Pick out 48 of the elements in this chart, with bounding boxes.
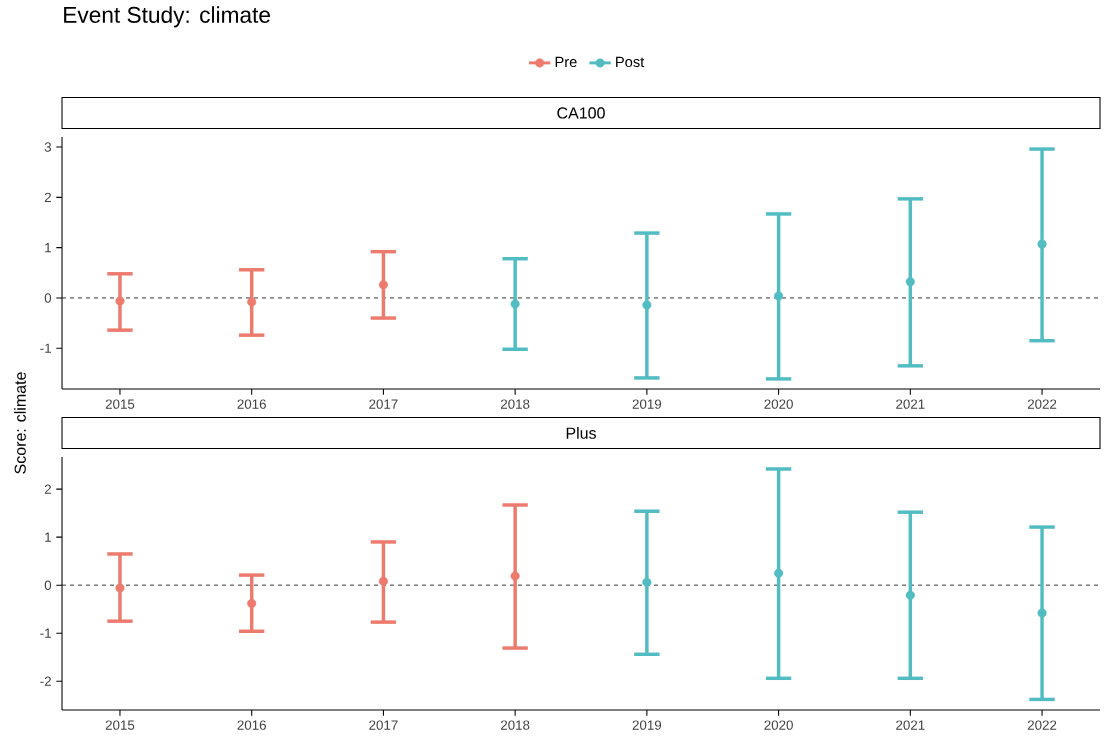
point xyxy=(247,297,257,307)
x-tick-label: 2019 xyxy=(632,720,662,730)
y-tick-label: 1 xyxy=(45,532,51,542)
point xyxy=(115,296,125,306)
x-tick-label: 2015 xyxy=(105,399,135,409)
x-tick-label: 2021 xyxy=(896,399,925,409)
x-tick-label: 2022 xyxy=(1027,720,1057,730)
y-tick-label: -2 xyxy=(40,676,51,686)
legend-label: Pre xyxy=(555,56,577,68)
text: Event Study: climate xyxy=(64,6,270,28)
point xyxy=(115,583,125,593)
x-tick-label: 2020 xyxy=(764,720,793,730)
point xyxy=(247,598,257,608)
y-tick-label: 2 xyxy=(44,484,51,494)
x-tick-label: 2020 xyxy=(764,399,793,409)
x-tick-label: 2015 xyxy=(105,720,135,730)
point xyxy=(905,277,915,287)
x-tick-label: 2016 xyxy=(237,720,266,730)
point xyxy=(642,300,652,310)
legend-label: Post xyxy=(616,56,645,68)
x-tick-label: 2018 xyxy=(500,720,530,730)
chart-title: CA100 xyxy=(557,107,605,119)
y-tick-label: -1 xyxy=(40,343,51,353)
point xyxy=(510,571,520,581)
y-tick-label: 3 xyxy=(44,142,52,152)
y-tick-label: 2 xyxy=(44,192,51,202)
point xyxy=(1037,239,1047,249)
point xyxy=(774,291,784,301)
chart-title: Plus xyxy=(566,427,596,439)
x-tick-label: 2022 xyxy=(1027,399,1057,409)
x-tick-label: 2018 xyxy=(500,399,530,409)
y-tick-label: -1 xyxy=(40,628,51,638)
point xyxy=(378,576,388,586)
point xyxy=(378,280,388,290)
y-tick-label: 0 xyxy=(44,293,52,303)
x-tick-label: 2021 xyxy=(896,720,925,730)
y-tick-label: 1 xyxy=(45,243,51,253)
y-axis-title: Score: climate xyxy=(14,372,26,474)
x-tick-label: 2017 xyxy=(369,720,398,730)
point xyxy=(642,577,652,587)
x-tick-label: 2016 xyxy=(237,399,266,409)
x-tick-label: 2017 xyxy=(369,399,398,409)
point xyxy=(510,299,520,309)
point xyxy=(774,568,784,578)
point xyxy=(1037,608,1047,618)
x-tick-label: 2019 xyxy=(632,399,662,409)
y-tick-label: 0 xyxy=(44,580,52,590)
point xyxy=(905,590,915,600)
